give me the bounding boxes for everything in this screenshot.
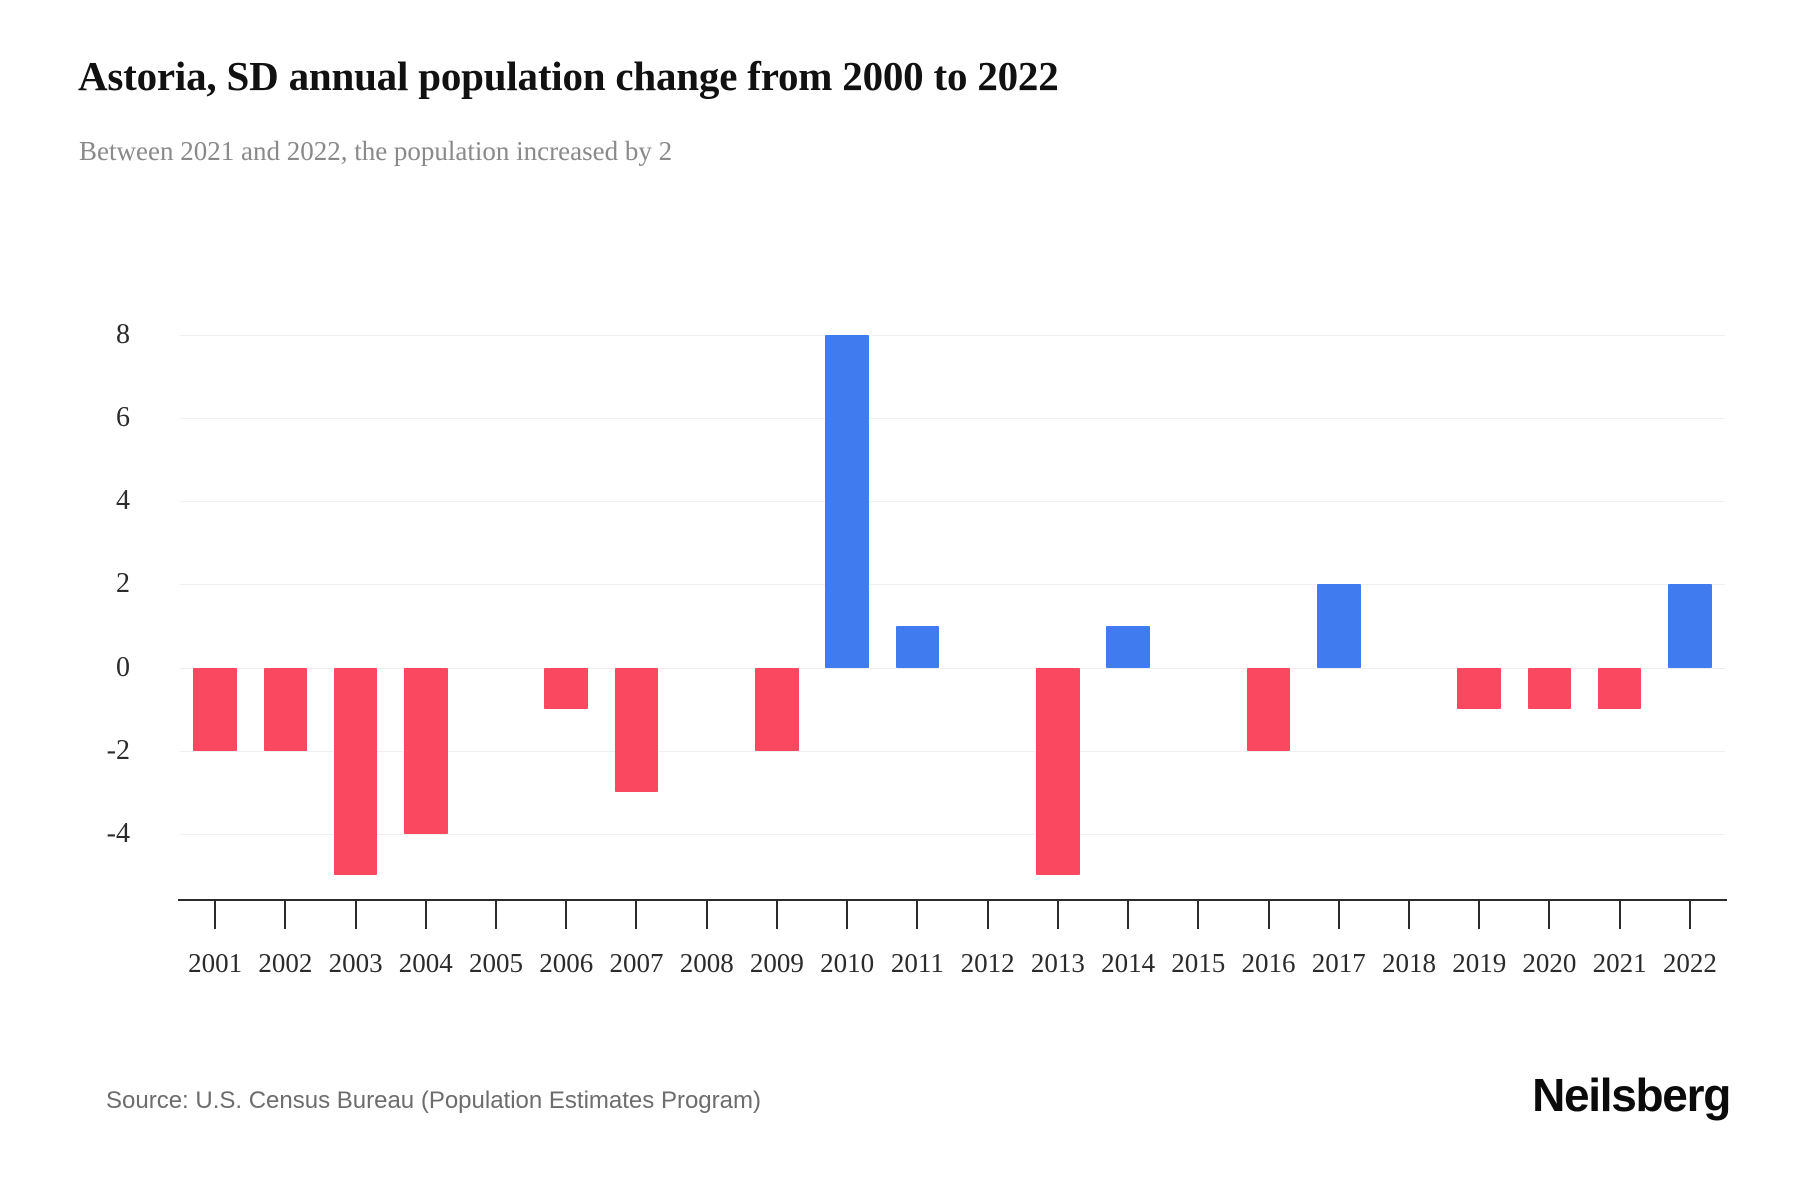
x-tick-2011 xyxy=(916,901,919,929)
x-tick-label-2001: 2001 xyxy=(188,948,243,978)
bar-2003[interactable] xyxy=(333,667,378,876)
x-tick-label-2021: 2021 xyxy=(1592,948,1647,978)
y-tick-label: 0 xyxy=(116,651,130,683)
page-title: Astoria, SD annual population change fro… xyxy=(78,53,1059,99)
brand-logo: Neilsberg xyxy=(1532,1069,1731,1121)
y-tick-label: 6 xyxy=(116,402,130,434)
x-tick-2017 xyxy=(1337,901,1340,929)
y-tick-label: -2 xyxy=(106,734,130,766)
bar-2021[interactable] xyxy=(1597,667,1642,710)
bar-2019[interactable] xyxy=(1457,667,1501,710)
x-tick-label-2002: 2002 xyxy=(258,948,313,978)
gridline-8 xyxy=(180,335,1725,337)
x-tick-2012 xyxy=(986,901,989,929)
x-axis-line xyxy=(178,899,1727,901)
x-tick-2021 xyxy=(1618,901,1621,929)
x-tick-label-2004: 2004 xyxy=(398,948,453,978)
page-subtitle: Between 2021 and 2022, the population in… xyxy=(79,136,673,166)
source-note: Source: U.S. Census Bureau (Population E… xyxy=(106,1087,761,1114)
x-tick-2015 xyxy=(1197,901,1200,929)
gridline--4 xyxy=(180,833,1725,835)
y-tick-label: -4 xyxy=(106,817,130,849)
x-tick-2003 xyxy=(354,901,357,929)
x-tick-2019 xyxy=(1478,901,1481,929)
x-tick-2018 xyxy=(1407,901,1410,929)
bar-2013[interactable] xyxy=(1036,667,1080,876)
x-tick-2005 xyxy=(495,901,498,929)
y-tick-label: 4 xyxy=(116,485,130,517)
gridline-6 xyxy=(180,418,1725,420)
x-tick-2006 xyxy=(565,901,568,929)
gridline-4 xyxy=(180,501,1725,503)
x-tick-label-2015: 2015 xyxy=(1171,948,1226,978)
bar-2002[interactable] xyxy=(263,667,308,751)
x-tick-label-2016: 2016 xyxy=(1241,948,1296,978)
x-tick-label-2019: 2019 xyxy=(1452,948,1507,978)
bar-2020[interactable] xyxy=(1527,667,1572,710)
x-tick-label-2007: 2007 xyxy=(609,948,664,978)
x-tick-label-2012: 2012 xyxy=(960,948,1015,978)
bar-2014[interactable] xyxy=(1106,626,1150,668)
y-tick-label: 2 xyxy=(116,568,130,600)
bar-2011[interactable] xyxy=(895,626,940,668)
x-tick-2014 xyxy=(1127,901,1130,929)
plot-area xyxy=(180,302,1725,896)
gridline-2 xyxy=(180,584,1725,586)
x-tick-label-2018: 2018 xyxy=(1381,948,1436,978)
x-tick-2009 xyxy=(775,901,778,929)
x-tick-label-2003: 2003 xyxy=(328,948,383,978)
gridline--2 xyxy=(180,750,1725,752)
x-tick-2001 xyxy=(214,901,217,929)
x-tick-2008 xyxy=(705,901,708,929)
x-tick-label-2006: 2006 xyxy=(539,948,594,978)
x-tick-2020 xyxy=(1548,901,1551,929)
x-tick-label-2014: 2014 xyxy=(1101,948,1156,978)
x-tick-label-2022: 2022 xyxy=(1662,948,1717,978)
bar-2010[interactable] xyxy=(825,335,869,668)
x-tick-label-2005: 2005 xyxy=(469,948,524,978)
x-tick-2007 xyxy=(635,901,638,929)
x-tick-label-2008: 2008 xyxy=(679,948,734,978)
bar-2007[interactable] xyxy=(614,667,659,793)
x-tick-label-2020: 2020 xyxy=(1522,948,1577,978)
bar-2016[interactable] xyxy=(1246,667,1291,751)
y-tick-label: 8 xyxy=(116,319,130,351)
x-tick-2022 xyxy=(1688,901,1691,929)
x-tick-label-2013: 2013 xyxy=(1030,948,1085,978)
bar-2022[interactable] xyxy=(1668,584,1712,668)
x-tick-2002 xyxy=(284,901,287,929)
x-tick-2016 xyxy=(1267,901,1270,929)
x-tick-2010 xyxy=(846,901,849,929)
gridline-0 xyxy=(180,667,1725,669)
x-tick-label-2011: 2011 xyxy=(890,948,944,978)
y-axis-labels: 8 6 4 2 0 -2 -4 xyxy=(0,302,152,896)
x-tick-2013 xyxy=(1056,901,1059,929)
bar-2001[interactable] xyxy=(193,667,237,751)
x-tick-label-2010: 2010 xyxy=(820,948,875,978)
bar-series xyxy=(180,302,1725,896)
bar-2006[interactable] xyxy=(544,667,588,710)
x-tick-label-2009: 2009 xyxy=(749,948,804,978)
bar-2009[interactable] xyxy=(755,667,799,751)
x-tick-2004 xyxy=(424,901,427,929)
bar-2004[interactable] xyxy=(404,667,448,834)
bar-2017[interactable] xyxy=(1316,584,1361,668)
x-tick-label-2017: 2017 xyxy=(1311,948,1366,978)
